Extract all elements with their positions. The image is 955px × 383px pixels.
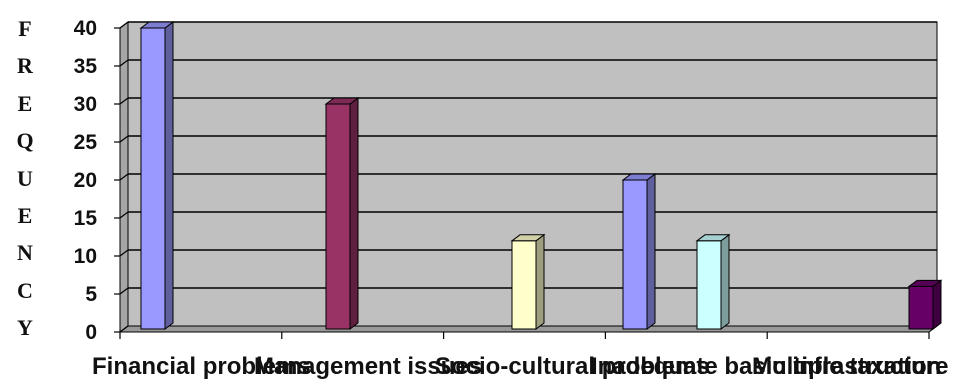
bar xyxy=(324,97,360,330)
bar-front xyxy=(511,240,537,330)
bar-front xyxy=(908,285,934,330)
bar xyxy=(907,279,943,330)
side-wall-gridline xyxy=(119,249,129,257)
bar-side xyxy=(932,279,942,330)
bar-top xyxy=(510,234,546,242)
y-tick-label: 35 xyxy=(74,55,98,78)
y-axis-title-letter: Q xyxy=(16,128,34,154)
y-tick-label: 0 xyxy=(85,321,97,344)
bar-top xyxy=(907,279,943,287)
x-category-label: Management issues xyxy=(254,353,482,380)
bar-front xyxy=(140,27,166,330)
y-axis-title-letter: C xyxy=(17,277,33,303)
side-wall-gridline xyxy=(119,287,129,295)
y-axis-title-letter: F xyxy=(18,16,32,41)
x-category-label: Multiple taxation xyxy=(752,353,941,380)
bar-side xyxy=(349,97,359,330)
bar xyxy=(695,233,731,330)
bar-top xyxy=(621,173,657,181)
side-wall-gridline xyxy=(119,173,129,181)
y-tick-label: 25 xyxy=(74,131,98,154)
y-axis-title-letter: E xyxy=(17,90,33,116)
side-wall-gridline xyxy=(119,21,129,29)
y-tick-label: 5 xyxy=(85,283,97,306)
y-axis-ticks: 0 5 10 15 20 25 30 35 40 xyxy=(74,17,120,344)
bar xyxy=(139,21,175,330)
bar-front xyxy=(325,103,351,330)
bar-side xyxy=(535,233,545,330)
side-wall-gridline xyxy=(119,325,129,333)
bar-front xyxy=(696,240,722,330)
x-category-label: Financial problems xyxy=(92,353,311,380)
bar-side xyxy=(646,173,656,330)
bar-side xyxy=(164,21,174,330)
side-wall-gridline xyxy=(119,211,129,219)
x-category-label: Socio-cultural problems xyxy=(435,353,710,380)
side-wall-gridline xyxy=(119,135,129,143)
y-tick-label: 15 xyxy=(74,207,98,230)
bar xyxy=(621,173,657,330)
y-tick-label: 40 xyxy=(74,17,97,40)
y-axis-title-letter: Y xyxy=(17,315,33,341)
y-tick-label: 20 xyxy=(74,169,97,192)
y-axis-title-letter: N xyxy=(17,240,33,266)
x-category-label: Inadequate basic infrastructure xyxy=(591,353,948,380)
y-tick-label: 10 xyxy=(74,245,97,268)
bar-front xyxy=(622,179,648,330)
side-wall-gridline xyxy=(119,59,129,67)
bar-top xyxy=(139,21,175,29)
bar-top xyxy=(695,234,731,242)
y-axis-title-letter: R xyxy=(17,53,33,79)
y-axis-title-letter: U xyxy=(17,165,33,191)
y-axis-title-letter: E xyxy=(17,203,33,229)
y-tick-label: 30 xyxy=(74,93,97,116)
bar-side xyxy=(720,233,730,330)
bar-top xyxy=(324,97,360,105)
side-wall-gridline xyxy=(119,97,129,105)
bar xyxy=(510,233,546,330)
bar-series xyxy=(139,21,943,330)
